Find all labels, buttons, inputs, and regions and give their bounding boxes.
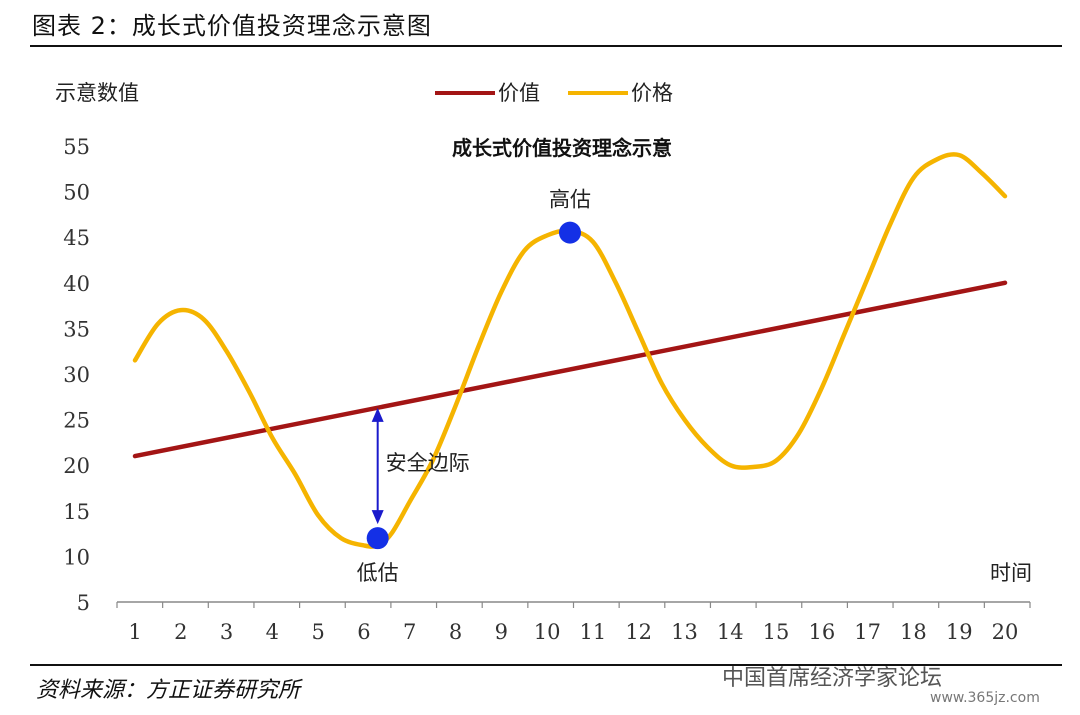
- x-tick-label: 4: [266, 620, 279, 644]
- y-tick-label: 45: [63, 226, 90, 250]
- safety-margin-arrow-head-bottom: [371, 510, 384, 525]
- watermark-url: www.365jz.com: [930, 690, 1040, 706]
- x-axis-title: 时间: [990, 561, 1032, 585]
- y-tick-label: 25: [63, 409, 90, 433]
- high-valuation-point: [559, 221, 581, 244]
- y-tick-label: 55: [63, 135, 90, 159]
- figure-title: 图表 2：成长式价值投资理念示意图: [32, 12, 432, 40]
- x-tick-label: 1: [128, 620, 141, 644]
- x-tick-label: 9: [495, 620, 508, 644]
- x-tick-label: 8: [449, 620, 462, 644]
- x-tick-label: 14: [717, 620, 744, 644]
- y-tick-label: 20: [63, 454, 90, 478]
- x-tick-label: 16: [808, 620, 835, 644]
- x-tick-label: 17: [854, 620, 881, 644]
- source-note: 资料来源：方正证券研究所: [36, 678, 301, 703]
- series-line-price: [132, 152, 1008, 549]
- annotation-low: 低估: [357, 561, 399, 585]
- x-tick-label: 15: [763, 620, 790, 644]
- y-tick-label: 30: [63, 363, 90, 387]
- x-tick-label: 10: [534, 620, 561, 644]
- low-valuation-point: [366, 527, 389, 550]
- y-axis-title: 示意数值: [55, 81, 139, 105]
- top-rule: [30, 45, 1062, 47]
- chart-title: 成长式价值投资理念示意: [452, 136, 672, 160]
- x-tick-label: 7: [403, 620, 416, 644]
- legend-label-price: 价格: [631, 81, 673, 105]
- x-tick-label: 12: [625, 620, 652, 644]
- x-tick-label: 13: [671, 620, 698, 644]
- y-tick-label: 50: [63, 181, 90, 205]
- x-tick-label: 3: [220, 620, 233, 644]
- x-tick-label: 20: [992, 620, 1019, 644]
- legend-label-value: 价值: [498, 81, 540, 105]
- bottom-rule: [30, 664, 1062, 666]
- series-line-value: [132, 280, 1008, 459]
- annotation-safety-margin: 安全边际: [386, 451, 470, 475]
- safety-margin-arrow-head-top: [371, 407, 384, 422]
- x-tick-label: 6: [357, 620, 370, 644]
- annotation-high: 高估: [549, 188, 591, 212]
- x-tick-label: 19: [946, 620, 973, 644]
- x-tick-label: 11: [580, 620, 607, 644]
- x-tick-label: 5: [311, 620, 324, 644]
- y-tick-label: 10: [63, 545, 90, 569]
- x-tick-label: 18: [900, 620, 927, 644]
- y-tick-label: 15: [63, 500, 90, 524]
- x-tick-label: 2: [174, 620, 187, 644]
- watermark: 中国首席经济学家论坛: [722, 666, 943, 691]
- y-tick-label: 5: [77, 591, 90, 615]
- y-tick-label: 35: [63, 317, 90, 341]
- y-tick-label: 40: [63, 272, 90, 296]
